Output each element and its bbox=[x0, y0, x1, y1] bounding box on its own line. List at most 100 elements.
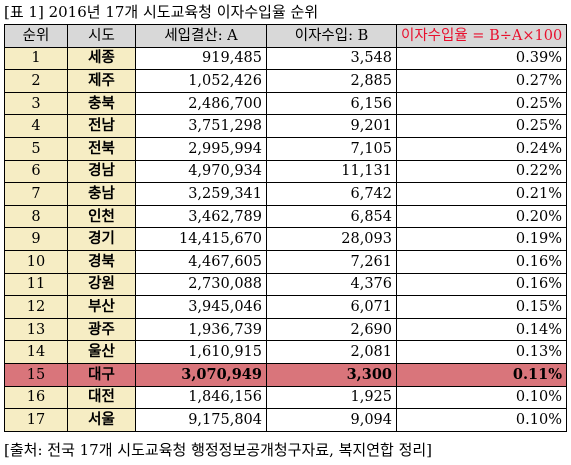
region-cell: 대전 bbox=[67, 385, 136, 410]
budget-cell: 9,175,804 bbox=[135, 408, 267, 432]
region-cell: 충남 bbox=[67, 182, 136, 206]
budget-cell: 3,070,949 bbox=[135, 362, 267, 387]
interest-cell: 6,742 bbox=[266, 182, 397, 206]
budget-cell: 2,995,994 bbox=[135, 136, 267, 161]
interest-cell: 9,094 bbox=[266, 408, 397, 432]
rate-cell: 0.16% bbox=[396, 272, 567, 297]
budget-cell: 1,610,915 bbox=[135, 340, 267, 364]
region-cell: 인천 bbox=[67, 204, 136, 229]
interest-cell: 11,131 bbox=[266, 159, 397, 184]
interest-cell: 6,156 bbox=[266, 91, 397, 116]
rate-cell: 0.27% bbox=[396, 69, 567, 93]
header-budget: 세입결산: A bbox=[135, 24, 267, 48]
rate-cell: 0.10% bbox=[396, 385, 567, 410]
budget-cell: 919,485 bbox=[135, 46, 267, 71]
rank-cell: 3 bbox=[4, 91, 68, 116]
region-cell: 강원 bbox=[67, 272, 136, 297]
table-row: 7 충남 3,259,341 6,742 0.21% bbox=[4, 182, 567, 206]
budget-cell: 2,486,700 bbox=[135, 91, 267, 116]
region-cell: 충북 bbox=[67, 91, 136, 116]
rank-cell: 17 bbox=[4, 408, 68, 432]
rank-cell: 7 bbox=[4, 182, 68, 206]
rank-cell: 8 bbox=[4, 204, 68, 229]
budget-cell: 4,467,605 bbox=[135, 249, 267, 274]
rank-cell: 10 bbox=[4, 249, 68, 274]
table-row: 4 전남 3,751,298 9,201 0.25% bbox=[4, 114, 567, 138]
header-interest: 이자수입: B bbox=[266, 24, 397, 48]
region-cell: 광주 bbox=[67, 317, 136, 342]
table-row: 16 대전 1,846,156 1,925 0.10% bbox=[4, 385, 567, 410]
budget-cell: 4,970,934 bbox=[135, 159, 267, 184]
rate-cell: 0.20% bbox=[396, 204, 567, 229]
interest-cell: 7,261 bbox=[266, 249, 397, 274]
region-cell: 전남 bbox=[67, 114, 136, 138]
rate-cell: 0.10% bbox=[396, 408, 567, 432]
interest-cell: 2,885 bbox=[266, 69, 397, 93]
interest-cell: 3,548 bbox=[266, 46, 397, 71]
rate-cell: 0.14% bbox=[396, 317, 567, 342]
table-row: 1 세종 919,485 3,548 0.39% bbox=[4, 46, 567, 71]
budget-cell: 1,846,156 bbox=[135, 385, 267, 410]
rate-cell: 0.22% bbox=[396, 159, 567, 184]
budget-cell: 3,462,789 bbox=[135, 204, 267, 229]
rank-cell: 4 bbox=[4, 114, 68, 138]
rank-cell: 1 bbox=[4, 46, 68, 71]
table-row: 6 경남 4,970,934 11,131 0.22% bbox=[4, 159, 567, 184]
rank-cell: 14 bbox=[4, 340, 68, 364]
rank-cell: 11 bbox=[4, 272, 68, 297]
interest-cell: 2,690 bbox=[266, 317, 397, 342]
region-cell: 울산 bbox=[67, 340, 136, 364]
table-caption: [표 1] 2016년 17개 시도교육청 이자수입율 순위 bbox=[4, 3, 319, 21]
interest-cell: 6,854 bbox=[266, 204, 397, 229]
rate-cell: 0.19% bbox=[396, 227, 567, 251]
region-cell: 세종 bbox=[67, 46, 136, 71]
interest-cell: 6,071 bbox=[266, 295, 397, 319]
budget-cell: 3,751,298 bbox=[135, 114, 267, 138]
region-cell: 전북 bbox=[67, 136, 136, 161]
source-note: [출처: 전국 17개 시도교육청 행정정보공개청구자료, 복지연합 정리] bbox=[4, 441, 433, 459]
table-row: 2 제주 1,052,426 2,885 0.27% bbox=[4, 69, 567, 93]
table-row: 5 전북 2,995,994 7,105 0.24% bbox=[4, 136, 567, 161]
budget-cell: 1,052,426 bbox=[135, 69, 267, 93]
table-body: 1 세종 919,485 3,548 0.39% 2 제주 1,052,426 2,885 0.2… bbox=[4, 46, 567, 432]
rate-cell: 0.25% bbox=[396, 114, 567, 138]
table-row: 8 인천 3,462,789 6,854 0.20% bbox=[4, 204, 567, 229]
table-row: 11 강원 2,730,088 4,376 0.16% bbox=[4, 272, 567, 297]
rate-cell: 0.15% bbox=[396, 295, 567, 319]
region-cell: 경기 bbox=[67, 227, 136, 251]
rate-cell: 0.24% bbox=[396, 136, 567, 161]
region-cell: 대구 bbox=[67, 362, 136, 387]
interest-cell: 3,300 bbox=[266, 362, 397, 387]
rate-cell: 0.16% bbox=[396, 249, 567, 274]
table-row: 15 대구 3,070,949 3,300 0.11% bbox=[4, 362, 567, 387]
header-rate: 이자수입율 = B÷A×100 bbox=[396, 24, 567, 48]
rank-cell: 12 bbox=[4, 295, 68, 319]
table-row: 12 부산 3,945,046 6,071 0.15% bbox=[4, 295, 567, 319]
rank-cell: 6 bbox=[4, 159, 68, 184]
interest-cell: 1,925 bbox=[266, 385, 397, 410]
table-row: 9 경기 14,415,670 28,093 0.19% bbox=[4, 227, 567, 251]
rate-cell: 0.39% bbox=[396, 46, 567, 71]
rank-cell: 5 bbox=[4, 136, 68, 161]
header-region: 시도 bbox=[67, 24, 136, 48]
interest-cell: 7,105 bbox=[266, 136, 397, 161]
rank-cell: 2 bbox=[4, 69, 68, 93]
table-row: 17 서울 9,175,804 9,094 0.10% bbox=[4, 408, 567, 432]
table-row: 10 경북 4,467,605 7,261 0.16% bbox=[4, 249, 567, 274]
interest-cell: 2,081 bbox=[266, 340, 397, 364]
budget-cell: 2,730,088 bbox=[135, 272, 267, 297]
interest-cell: 28,093 bbox=[266, 227, 397, 251]
rank-cell: 15 bbox=[4, 362, 68, 387]
region-cell: 부산 bbox=[67, 295, 136, 319]
budget-cell: 3,945,046 bbox=[135, 295, 267, 319]
rate-cell: 0.21% bbox=[396, 182, 567, 206]
budget-cell: 1,936,739 bbox=[135, 317, 267, 342]
budget-cell: 3,259,341 bbox=[135, 182, 267, 206]
rank-cell: 9 bbox=[4, 227, 68, 251]
rate-cell: 0.25% bbox=[396, 91, 567, 116]
budget-cell: 14,415,670 bbox=[135, 227, 267, 251]
table-row: 13 광주 1,936,739 2,690 0.14% bbox=[4, 317, 567, 342]
table-row: 14 울산 1,610,915 2,081 0.13% bbox=[4, 340, 567, 364]
